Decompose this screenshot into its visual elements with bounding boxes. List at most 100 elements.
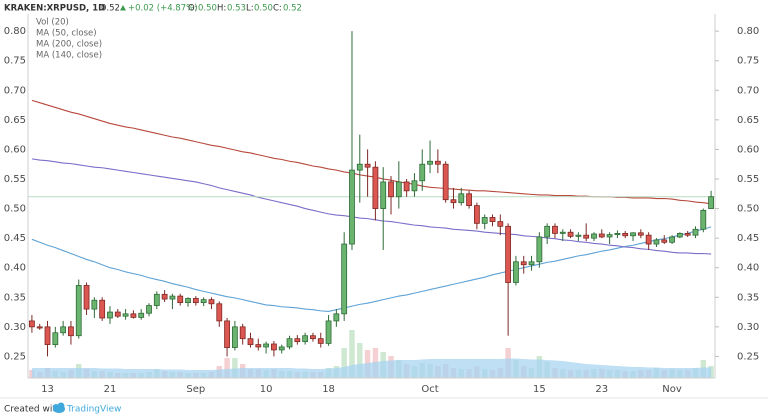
candle-body xyxy=(169,295,176,300)
x-tick-label: 15 xyxy=(533,384,546,395)
candle-body xyxy=(333,313,340,322)
x-tick-label: Nov xyxy=(662,384,682,395)
candle-body xyxy=(52,332,59,345)
x-tick-label: 21 xyxy=(104,384,117,395)
candle-body xyxy=(91,299,98,310)
candle-body xyxy=(68,326,74,337)
candle-body xyxy=(630,232,636,237)
candle-body xyxy=(341,243,348,315)
ohlc-value: 0.50 xyxy=(254,4,273,14)
candle-body xyxy=(177,295,184,303)
candle-body xyxy=(255,344,262,348)
y-tick-label-right: 0.40 xyxy=(737,263,759,274)
x-tick-label: 18 xyxy=(322,384,335,395)
volume-layer xyxy=(29,330,714,378)
legend-entry: MA (200, close) xyxy=(36,40,102,50)
candle-body xyxy=(434,160,441,165)
y-tick-label-right: 0.70 xyxy=(737,85,759,96)
y-tick-label-right: 0.35 xyxy=(737,292,759,303)
y-tick-label-right: 0.65 xyxy=(737,115,759,126)
y-tick-label: 0.30 xyxy=(4,322,26,333)
candle-body xyxy=(708,196,714,209)
candle-body xyxy=(208,299,215,305)
volume-bar xyxy=(357,343,363,378)
candle-body xyxy=(427,160,433,165)
volume-bar xyxy=(232,358,238,378)
candle-body xyxy=(286,338,293,348)
ohlc-value: 0.52 xyxy=(283,4,302,14)
y-tick-label: 0.65 xyxy=(4,115,26,126)
candle-body xyxy=(669,236,675,243)
candle-body xyxy=(395,181,402,198)
candle-body xyxy=(317,338,324,344)
candle-body xyxy=(200,299,207,303)
y-tick-label-right: 0.30 xyxy=(737,322,759,333)
x-tick-label: 10 xyxy=(260,384,273,395)
candle-body xyxy=(263,343,270,348)
y-tick-label: 0.80 xyxy=(4,26,26,37)
ohlc-label: C: xyxy=(273,4,282,14)
candle-body xyxy=(481,217,488,224)
candle-body xyxy=(161,293,168,300)
x-tick-label: Sep xyxy=(186,384,205,395)
candle-body xyxy=(224,320,230,348)
candle-body xyxy=(36,326,43,329)
footer-brand[interactable]: TradingView xyxy=(66,405,121,415)
candle-body xyxy=(575,234,582,237)
ma-line xyxy=(31,226,712,313)
candle-body xyxy=(676,233,683,238)
candle-body xyxy=(598,233,605,238)
legend-entry: Vol (20) xyxy=(36,18,69,28)
candle-body xyxy=(310,335,316,340)
candle-body xyxy=(356,163,363,171)
candle-body xyxy=(692,228,699,236)
ohlc-label: O: xyxy=(188,4,197,14)
candle-body xyxy=(473,205,480,224)
legend-entry: MA (50, close) xyxy=(36,29,97,39)
y-tick-label-right: 0.80 xyxy=(737,26,759,37)
candle-body xyxy=(442,163,449,201)
candle-body xyxy=(60,326,67,334)
candle-body xyxy=(388,181,394,198)
last-price: 0.52 xyxy=(101,4,120,14)
y-tick-label-right: 0.50 xyxy=(737,204,759,215)
candle-body xyxy=(653,239,660,245)
candle-body xyxy=(684,233,691,236)
y-tick-label: 0.35 xyxy=(4,292,26,303)
volume-bar xyxy=(29,370,35,378)
y-tick-label-right: 0.55 xyxy=(737,174,759,185)
tradingview-logo xyxy=(53,402,65,413)
candle-body xyxy=(614,233,621,235)
candle-body xyxy=(216,303,223,322)
candle-body xyxy=(231,326,238,348)
candle-body xyxy=(83,285,90,310)
candle-body xyxy=(153,293,160,306)
price-layer xyxy=(28,31,715,357)
candle-body xyxy=(294,338,301,343)
y-tick-label-right: 0.75 xyxy=(737,56,759,67)
y-tick-label: 0.60 xyxy=(4,144,26,155)
candle-body xyxy=(44,326,51,345)
up-arrow-icon xyxy=(120,5,126,11)
candle-body xyxy=(271,343,277,351)
ma-line xyxy=(31,158,712,255)
y-tick-label: 0.40 xyxy=(4,263,26,274)
y-tick-label: 0.45 xyxy=(4,233,26,244)
candle-body xyxy=(583,234,590,239)
candle-body xyxy=(107,311,113,319)
volume-bar xyxy=(341,348,347,378)
symbol: KRAKEN:XRPUSD, 1D xyxy=(4,4,105,14)
y-tick-label: 0.25 xyxy=(4,351,26,362)
x-tick-label: 13 xyxy=(41,384,54,395)
candle-body xyxy=(622,233,629,237)
candle-body xyxy=(278,346,285,351)
candle-body xyxy=(661,239,668,243)
candle-body xyxy=(403,181,410,192)
candle-body xyxy=(99,299,106,319)
candle-body xyxy=(567,231,574,237)
candle-body xyxy=(497,221,504,227)
candle-body xyxy=(380,181,387,209)
candle-body xyxy=(192,298,199,303)
